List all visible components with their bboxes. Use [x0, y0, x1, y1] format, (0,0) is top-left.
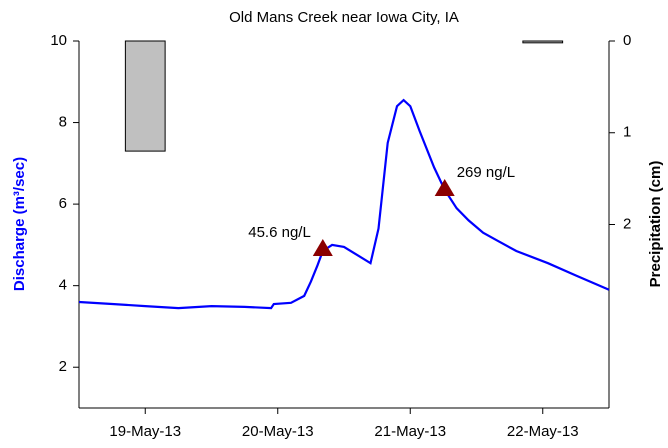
y-tick-label: 10 — [50, 32, 67, 49]
x-tick-label: 19-May-13 — [109, 423, 181, 440]
y-tick-label: 8 — [59, 114, 67, 131]
y2-axis-label: Precipitation (cm) — [647, 161, 664, 288]
y2-tick-label: 1 — [623, 124, 631, 141]
x-tick-label: 21-May-13 — [374, 423, 446, 440]
y-tick-label: 2 — [59, 358, 67, 375]
y2-tick-label: 2 — [623, 215, 631, 232]
sample-label: 45.6 ng/L — [248, 224, 311, 241]
discharge-line — [78, 98, 610, 310]
y-tick-label: 6 — [59, 195, 67, 212]
y-tick-label: 4 — [59, 277, 67, 294]
y2-tick-label: 0 — [623, 32, 631, 49]
x-tick-label: 22-May-13 — [507, 423, 579, 440]
sample-label: 269 ng/L — [457, 164, 515, 181]
y-axis-label: Discharge (m³/sec) — [11, 157, 28, 291]
sample-marker — [312, 238, 333, 256]
precip-bar — [124, 40, 166, 152]
precip-bar — [522, 40, 564, 44]
sample-marker — [434, 179, 455, 197]
x-tick-label: 20-May-13 — [242, 423, 314, 440]
chart-title: Old Mans Creek near Iowa City, IA — [229, 9, 459, 26]
